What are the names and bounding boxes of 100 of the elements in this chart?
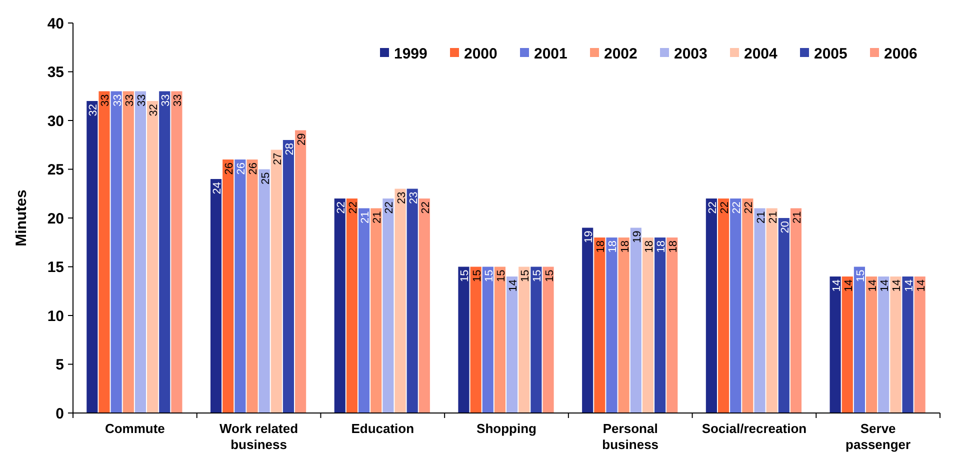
bar <box>258 169 270 413</box>
data-label: 21 <box>360 211 372 224</box>
bar <box>334 198 346 413</box>
y-tick-label: 10 <box>47 308 64 325</box>
x-tick-label: Serve passenger <box>846 421 911 452</box>
data-label: 22 <box>706 202 719 214</box>
data-label: 14 <box>867 280 880 292</box>
bar <box>866 276 878 413</box>
bar <box>666 238 678 413</box>
data-label: 21 <box>755 211 768 224</box>
bar <box>642 238 654 413</box>
data-label: 14 <box>903 280 916 292</box>
data-label: 22 <box>719 202 732 214</box>
bar <box>790 208 802 413</box>
data-label: 26 <box>236 162 248 175</box>
data-label: 21 <box>372 211 384 224</box>
y-tick-label: 20 <box>47 210 64 228</box>
data-label: 23 <box>396 192 408 204</box>
bar <box>406 188 418 413</box>
y-tick-label: 5 <box>56 356 64 374</box>
bar <box>618 238 630 413</box>
x-tick-label: Social/recreation <box>702 421 807 436</box>
bar <box>222 160 234 413</box>
bar <box>86 101 98 413</box>
data-label: 25 <box>260 172 272 184</box>
y-tick-label: 40 <box>47 15 64 32</box>
bar <box>282 140 294 413</box>
legend-label: 2003 <box>674 45 708 62</box>
data-label: 22 <box>743 202 756 214</box>
bar <box>842 276 853 413</box>
bar <box>358 208 370 413</box>
data-label: 15 <box>520 270 532 282</box>
bar <box>706 198 717 413</box>
y-tick-label: 25 <box>47 162 64 178</box>
data-label: 26 <box>248 162 260 175</box>
y-tick-label: 30 <box>47 112 64 130</box>
bar <box>382 198 394 413</box>
legend-label: 2000 <box>464 45 498 62</box>
data-label: 33 <box>172 94 184 106</box>
data-label: 22 <box>731 202 744 214</box>
bar <box>159 91 170 413</box>
bar <box>766 208 778 413</box>
data-label: 24 <box>212 182 224 194</box>
data-label: 33 <box>160 94 172 106</box>
y-tick-label: 35 <box>47 64 64 81</box>
legend-label: 2001 <box>534 45 568 62</box>
bar <box>506 276 518 413</box>
bar <box>482 266 494 413</box>
bar <box>902 276 914 413</box>
bar <box>718 198 730 413</box>
bar <box>654 238 666 413</box>
x-tick-label: Education <box>351 421 414 436</box>
data-label: 15 <box>471 270 484 282</box>
bar <box>394 188 406 413</box>
data-label: 33 <box>112 94 124 106</box>
bar <box>742 198 754 413</box>
bar <box>494 266 506 413</box>
bar <box>246 160 258 413</box>
bar <box>346 198 358 413</box>
data-label: 18 <box>595 240 608 253</box>
data-label: 15 <box>544 270 556 282</box>
bar <box>754 208 766 413</box>
legend-label: 2006 <box>884 45 918 62</box>
bar <box>730 198 742 413</box>
bar <box>134 91 146 413</box>
data-label: 27 <box>272 152 284 165</box>
data-label: 32 <box>148 104 160 116</box>
legend-label: 2002 <box>604 45 638 62</box>
data-label: 14 <box>830 280 843 292</box>
data-label: 20 <box>779 221 792 234</box>
data-label: 15 <box>854 270 867 282</box>
bar <box>890 276 902 413</box>
legend-label: 2005 <box>814 45 848 62</box>
data-label: 14 <box>508 280 520 292</box>
data-label: 18 <box>643 240 656 253</box>
data-label: 15 <box>532 270 544 282</box>
data-label: 29 <box>296 133 308 146</box>
bar <box>458 266 470 413</box>
data-label: 14 <box>842 280 855 292</box>
data-label: 22 <box>347 202 360 214</box>
data-label: 15 <box>459 270 472 282</box>
bar <box>98 91 110 413</box>
data-label: 21 <box>767 211 780 224</box>
data-label: 15 <box>483 270 496 282</box>
x-tick-label: Personal business <box>602 421 659 452</box>
bar <box>778 218 790 413</box>
bar <box>542 266 554 413</box>
data-label: 19 <box>631 230 644 243</box>
data-label: 14 <box>891 280 904 292</box>
bar <box>110 91 122 413</box>
bar <box>878 276 890 413</box>
bar <box>854 266 865 413</box>
data-label: 14 <box>915 280 928 292</box>
y-tick-label: 0 <box>56 405 64 422</box>
y-axis-title: Minutes <box>13 190 30 246</box>
x-tick-label: Commute <box>104 421 165 436</box>
bar <box>606 238 618 413</box>
x-tick-label: Shopping <box>476 421 537 436</box>
bar <box>582 228 594 413</box>
legend-label: 1999 <box>394 45 428 62</box>
